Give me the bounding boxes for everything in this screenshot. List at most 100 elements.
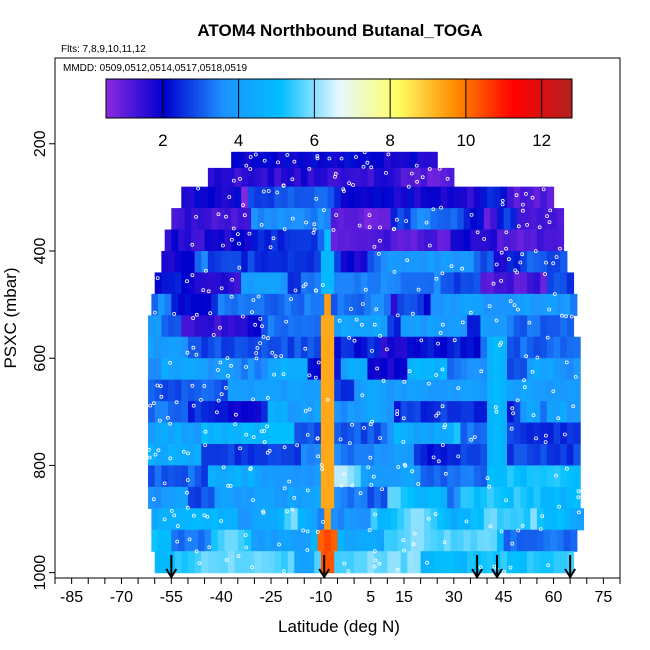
colorbar-segment bbox=[190, 79, 194, 118]
heatmap-cell bbox=[281, 486, 289, 509]
colorbar-segment bbox=[330, 79, 334, 118]
heatmap-cell bbox=[317, 229, 325, 252]
heatmap-cell bbox=[410, 229, 418, 252]
heatmap-cell bbox=[360, 186, 369, 209]
heatmap-cell bbox=[360, 465, 369, 488]
heatmap-cell bbox=[168, 401, 176, 424]
sample-point bbox=[440, 367, 445, 372]
heatmap-cell bbox=[197, 508, 206, 531]
heatmap-cell bbox=[347, 272, 355, 295]
heatmap-cell bbox=[437, 293, 445, 316]
heatmap-cell bbox=[234, 272, 242, 295]
heatmap-cell bbox=[181, 551, 189, 574]
heatmap-cell bbox=[477, 229, 485, 252]
heatmap-cell bbox=[467, 186, 475, 209]
colorbar-segment bbox=[260, 79, 264, 118]
heatmap-cell bbox=[500, 551, 508, 574]
heatmap-cell bbox=[480, 465, 488, 488]
sample-point bbox=[282, 445, 287, 450]
heatmap-cell bbox=[161, 401, 169, 424]
heatmap-cell bbox=[274, 336, 282, 359]
colorbar-segment bbox=[126, 79, 130, 118]
heatmap-cell bbox=[360, 272, 369, 295]
colorbar-segment bbox=[269, 79, 273, 118]
heatmap-cell bbox=[347, 358, 355, 381]
sample-point bbox=[194, 352, 199, 357]
colorbar-segment bbox=[379, 79, 384, 118]
heatmap-cell bbox=[570, 508, 578, 531]
heatmap-cell bbox=[168, 486, 176, 509]
heatmap-cell bbox=[573, 379, 581, 402]
heatmap-cell bbox=[364, 293, 372, 316]
heatmap-cell bbox=[473, 486, 482, 509]
heatmap-cell bbox=[513, 379, 521, 402]
heatmap-cell bbox=[387, 186, 395, 209]
sample-point bbox=[238, 176, 242, 181]
heatmap-cell bbox=[570, 529, 578, 552]
heatmap-cell bbox=[473, 379, 482, 402]
heatmap-cell bbox=[400, 336, 408, 359]
heatmap-cell bbox=[513, 186, 521, 209]
heatmap-cell bbox=[151, 508, 159, 531]
heatmap-cell bbox=[234, 443, 242, 467]
heatmap-cell bbox=[473, 186, 482, 209]
heatmap-cell bbox=[217, 208, 226, 231]
heatmap-cell bbox=[540, 358, 548, 381]
heatmap-cell bbox=[417, 229, 425, 252]
heatmap-cell bbox=[553, 358, 561, 381]
colorbar-segment bbox=[432, 79, 436, 118]
heatmap-cell bbox=[300, 443, 309, 467]
sample-point bbox=[520, 252, 525, 257]
colorbar-segment bbox=[129, 79, 133, 118]
profile-arrow-head bbox=[564, 568, 576, 579]
heatmap-cell bbox=[394, 186, 402, 209]
heatmap-cell bbox=[187, 315, 196, 338]
heatmap-cell bbox=[271, 293, 279, 316]
heatmap-cell bbox=[271, 151, 279, 169]
heatmap-cell bbox=[566, 358, 575, 381]
heatmap-cell bbox=[161, 465, 169, 488]
heatmap-cell bbox=[320, 486, 329, 509]
sample-point bbox=[314, 196, 319, 201]
sample-point bbox=[554, 473, 558, 478]
heatmap-cell bbox=[177, 229, 186, 252]
colorbar-segment bbox=[440, 79, 445, 118]
heatmap-cell bbox=[520, 379, 528, 402]
sample-point bbox=[172, 311, 177, 316]
heatmap-cell bbox=[314, 358, 322, 381]
sample-points-layer bbox=[146, 150, 581, 574]
heatmap-cell bbox=[566, 422, 575, 445]
sample-point bbox=[551, 261, 556, 266]
heatmap-cell bbox=[573, 336, 581, 359]
heatmap-cell bbox=[427, 401, 435, 424]
heatmap-cell bbox=[460, 551, 468, 574]
sample-point bbox=[265, 424, 269, 429]
heatmap-cell bbox=[360, 167, 369, 188]
heatmap-cell bbox=[204, 508, 212, 531]
heatmap-cell bbox=[526, 486, 535, 509]
heatmap-cell bbox=[267, 443, 275, 467]
sample-point bbox=[191, 345, 196, 350]
heatmap-cell bbox=[570, 293, 578, 316]
heatmap-cell bbox=[566, 272, 575, 295]
heatmap-cell bbox=[420, 443, 428, 467]
heatmap-cell bbox=[546, 465, 555, 488]
sample-point bbox=[384, 347, 389, 352]
heatmap-cell bbox=[307, 401, 315, 424]
heatmap-cell bbox=[513, 250, 521, 274]
heatmap-cell bbox=[148, 315, 156, 338]
sample-point bbox=[513, 268, 518, 273]
sample-point bbox=[530, 369, 535, 374]
sample-point bbox=[248, 155, 253, 159]
heatmap-cell bbox=[251, 208, 259, 231]
sample-point bbox=[443, 471, 448, 476]
heatmap-cell bbox=[231, 529, 239, 552]
sample-point bbox=[226, 373, 231, 378]
sample-point bbox=[475, 230, 480, 235]
heatmap-cell bbox=[364, 208, 372, 231]
sample-point bbox=[510, 541, 515, 546]
heatmap-cell bbox=[407, 272, 415, 295]
heatmap-cell bbox=[320, 186, 329, 209]
heatmap-cell bbox=[467, 250, 475, 274]
heatmap-cell bbox=[507, 358, 515, 381]
